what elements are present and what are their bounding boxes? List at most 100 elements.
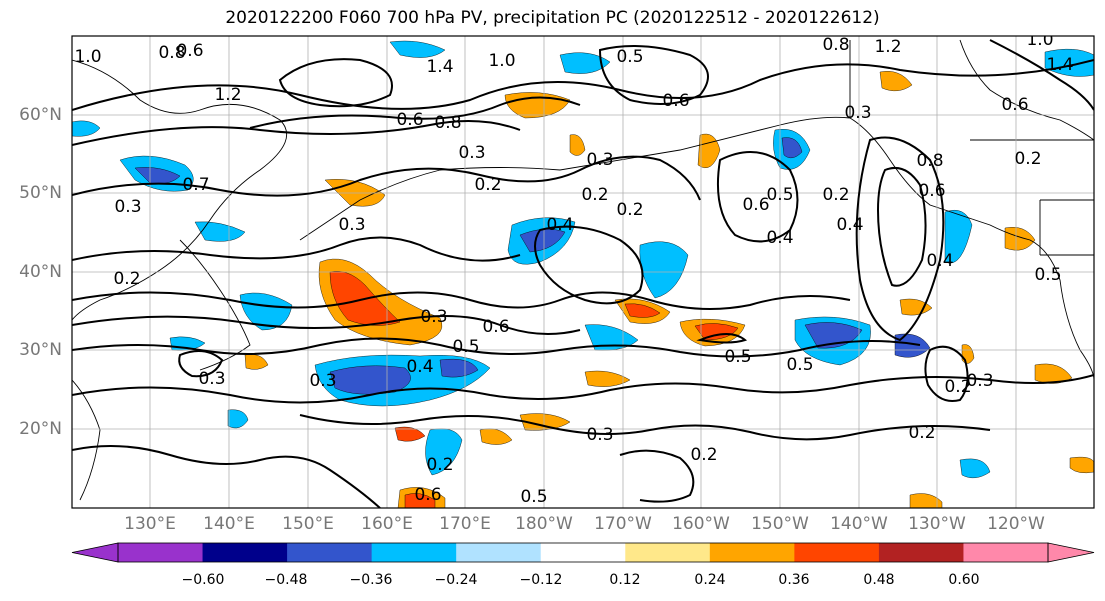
- lon-label-160w: 160°W: [672, 514, 730, 534]
- colorbar-tick-label: 0.48: [863, 572, 895, 588]
- colorbar-tick-label: −0.12: [519, 572, 563, 588]
- contour-label: 1.4: [426, 57, 453, 77]
- contour-label: 0.3: [966, 371, 993, 391]
- contour-label: 0.6: [414, 485, 441, 505]
- contour-label: 0.8: [434, 113, 461, 133]
- contour-label: 1.2: [214, 85, 241, 105]
- contour-label: 0.2: [822, 185, 849, 205]
- lon-label-160e: 160°E: [361, 514, 413, 534]
- contour-label: 1.0: [488, 51, 515, 71]
- contour-label: 0.5: [724, 347, 751, 367]
- contour-label: 0.2: [908, 423, 935, 443]
- contour-label: 0.2: [944, 377, 971, 397]
- colorbar: [71, 542, 1095, 563]
- contour-label: 0.5: [452, 337, 479, 357]
- lon-label-120w: 120°W: [987, 514, 1045, 534]
- contour-label: 0.3: [309, 371, 336, 391]
- contour-label: 0.6: [482, 317, 509, 337]
- contour-label: 0.3: [114, 197, 141, 217]
- lon-label-130e: 130°E: [124, 514, 176, 534]
- colorbar-tick-label: −0.36: [349, 572, 393, 588]
- contour-label: 0.8: [158, 43, 185, 63]
- contour-label: 0.2: [616, 200, 643, 220]
- lon-label-170e: 170°E: [439, 514, 491, 534]
- lon-label-150e: 150°E: [282, 514, 334, 534]
- lon-label-140w: 140°W: [830, 514, 888, 534]
- contour-label: 0.8: [822, 35, 849, 55]
- contour-label: 0.6: [742, 195, 769, 215]
- contour-label: 0.8: [916, 151, 943, 171]
- contour-label: 0.6: [176, 41, 203, 61]
- lon-label-130w: 130°W: [908, 514, 966, 534]
- contour-label: 0.4: [766, 228, 793, 248]
- contour-label: 1.0: [74, 47, 101, 67]
- contour-label: 0.5: [786, 355, 813, 375]
- colorbar-tick-label: −0.24: [434, 572, 478, 588]
- lat-label-60n: 60°N: [19, 105, 62, 125]
- colorbar-frame: [117, 542, 1049, 563]
- colorbar-extend-low: [71, 542, 119, 563]
- colorbar-segment: [878, 543, 964, 562]
- contour-label: 0.3: [844, 103, 871, 123]
- contour-label: 0.3: [586, 425, 613, 445]
- contour-label: 0.2: [113, 269, 140, 289]
- contour-label: 0.4: [836, 215, 863, 235]
- contour-label: 0.3: [198, 369, 225, 389]
- contour-label: 0.4: [406, 357, 433, 377]
- contour-label: 0.5: [520, 487, 547, 507]
- pv-contours: [72, 39, 1094, 508]
- lat-label-50n: 50°N: [19, 183, 62, 203]
- lon-label-150w: 150°W: [751, 514, 809, 534]
- colorbar-segment: [794, 543, 880, 562]
- colorbar-tick-label: 0.12: [609, 572, 641, 588]
- colorbar-tick-label: 0.60: [948, 572, 980, 588]
- colorbar-tick-label: −0.48: [264, 572, 308, 588]
- lon-label-140e: 140°E: [203, 514, 255, 534]
- colorbar-segment: [625, 543, 711, 562]
- colorbar-segment: [540, 543, 626, 562]
- contour-label: 0.6: [396, 110, 423, 130]
- map-title: 2020122200 F060 700 hPa PV, precipitatio…: [225, 8, 880, 28]
- contour-label: 0.2: [581, 185, 608, 205]
- lat-label-30n: 30°N: [19, 340, 62, 360]
- colorbar-segment: [202, 543, 288, 562]
- colorbar-segment: [287, 543, 373, 562]
- contour-label: 0.7: [182, 175, 209, 195]
- contour-label: 0.2: [1014, 149, 1041, 169]
- contour-label: 1.0: [1026, 30, 1053, 50]
- colorbar-tick-label: 0.24: [694, 572, 726, 588]
- contour-label: 0.2: [426, 455, 453, 475]
- colorbar-segment: [456, 543, 542, 562]
- contour-label: 0.3: [338, 215, 365, 235]
- lon-label-180w: 180°W: [515, 514, 573, 534]
- contour-label: 0.2: [690, 445, 717, 465]
- colorbar-segment: [371, 543, 457, 562]
- contour-label: 0.4: [926, 251, 953, 271]
- lat-label-40n: 40°N: [19, 262, 62, 282]
- contour-label: 0.4: [546, 215, 573, 235]
- contour-label: 0.2: [474, 175, 501, 195]
- colorbar-extend-high: [1047, 542, 1095, 563]
- colorbar-segment: [709, 543, 795, 562]
- contour-label: 0.5: [766, 185, 793, 205]
- contour-label: 1.4: [1046, 55, 1073, 75]
- contour-label: 0.5: [616, 47, 643, 67]
- contour-label: 0.5: [1034, 265, 1061, 285]
- contour-label: 0.6: [1001, 95, 1028, 115]
- lat-label-20n: 20°N: [19, 419, 62, 439]
- contour-label: 0.3: [420, 307, 447, 327]
- contour-label: 0.3: [586, 150, 613, 170]
- coastlines: [72, 39, 1094, 501]
- contour-label: 0.6: [662, 91, 689, 111]
- contour-labels: 1.0 0.80.61.21.4 1.0 0.50.8 1.2 1.00.61.40.80…: [74, 30, 1073, 507]
- contour-label: 0.6: [918, 181, 945, 201]
- lon-label-170w: 170°W: [594, 514, 652, 534]
- contour-label: 1.2: [874, 37, 901, 57]
- colorbar-segment: [118, 543, 204, 562]
- map-frame: [71, 35, 1095, 509]
- colorbar-segment: [963, 543, 1049, 562]
- colorbar-tick-label: 0.36: [778, 572, 810, 588]
- colorbar-tick-label: −0.60: [181, 572, 225, 588]
- contour-label: 0.3: [458, 143, 485, 163]
